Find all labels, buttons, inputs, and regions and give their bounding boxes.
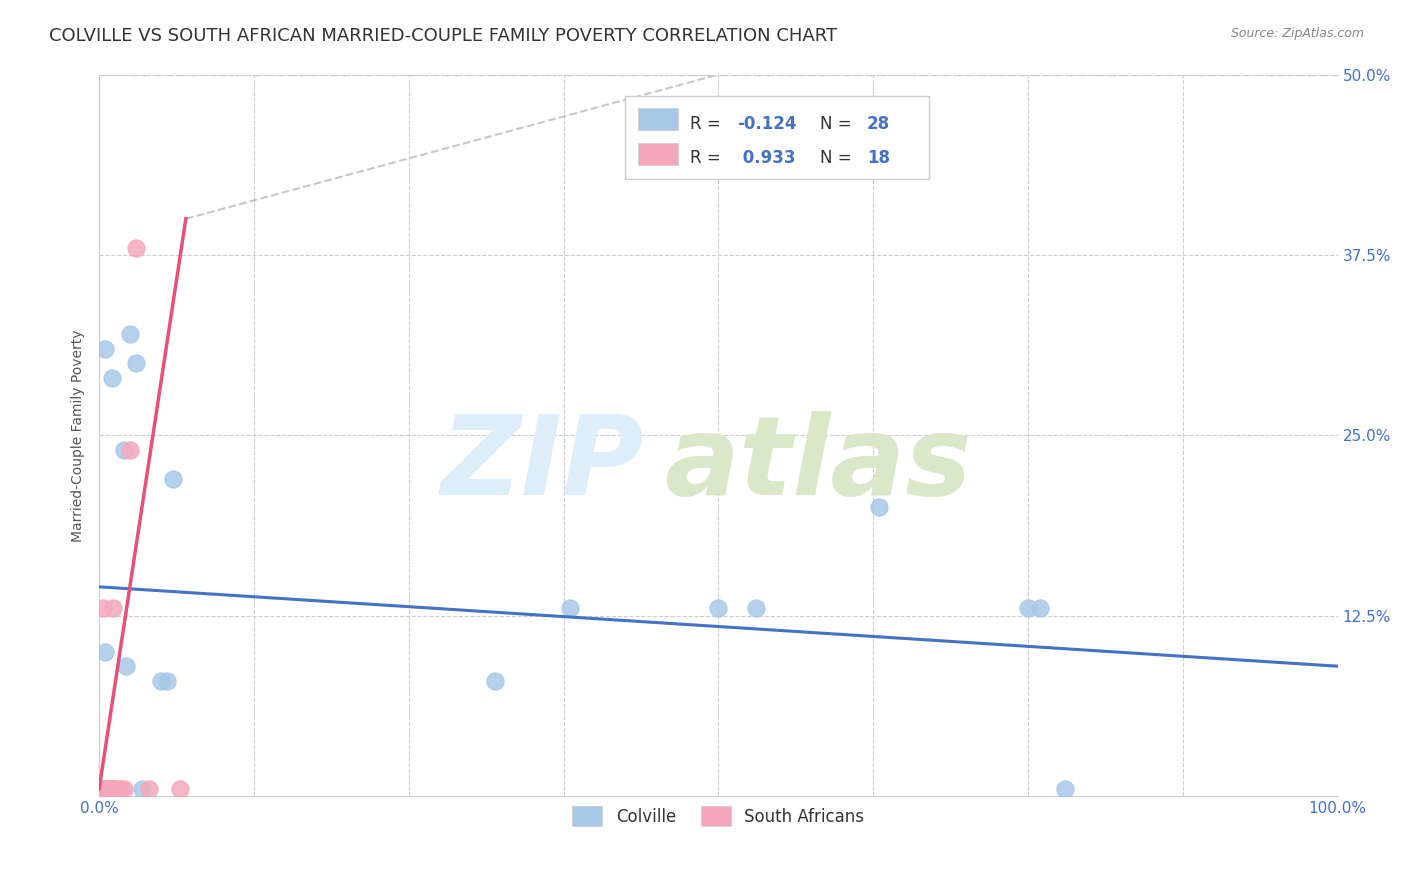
- Bar: [638, 143, 678, 165]
- Text: Source: ZipAtlas.com: Source: ZipAtlas.com: [1230, 27, 1364, 40]
- Point: [138, 781, 160, 796]
- Point: [1017, 601, 1039, 615]
- Point: [744, 601, 766, 615]
- Text: 0.933: 0.933: [737, 148, 796, 167]
- Point: [101, 781, 124, 796]
- Point: [93, 781, 115, 796]
- Point: [150, 673, 173, 688]
- Point: [868, 500, 890, 515]
- Point: [110, 781, 132, 796]
- Point: [101, 601, 124, 615]
- Point: [104, 781, 127, 796]
- Point: [94, 342, 117, 356]
- Text: 28: 28: [868, 114, 890, 133]
- Point: [103, 781, 125, 796]
- Point: [98, 781, 121, 796]
- Point: [105, 781, 128, 796]
- Point: [1054, 781, 1077, 796]
- Point: [125, 356, 148, 370]
- Point: [94, 781, 117, 796]
- Text: R =: R =: [690, 148, 725, 167]
- Bar: [638, 109, 678, 130]
- Point: [100, 370, 122, 384]
- Point: [98, 781, 121, 796]
- Point: [115, 659, 138, 673]
- Point: [100, 781, 122, 796]
- Text: 18: 18: [868, 148, 890, 167]
- Point: [96, 781, 118, 796]
- Point: [131, 781, 153, 796]
- Point: [97, 781, 120, 796]
- Point: [169, 781, 191, 796]
- Point: [98, 781, 121, 796]
- Text: -0.124: -0.124: [737, 114, 796, 133]
- FancyBboxPatch shape: [626, 96, 929, 179]
- Point: [707, 601, 730, 615]
- Text: R =: R =: [690, 114, 725, 133]
- Point: [112, 442, 135, 457]
- Point: [96, 781, 118, 796]
- Point: [120, 442, 142, 457]
- Text: N =: N =: [820, 114, 856, 133]
- Legend: Colville, South Africans: Colville, South Africans: [564, 797, 873, 835]
- Point: [120, 327, 142, 342]
- Point: [162, 472, 184, 486]
- Point: [1029, 601, 1052, 615]
- Point: [558, 601, 581, 615]
- Point: [97, 781, 120, 796]
- Point: [94, 645, 117, 659]
- Point: [98, 781, 121, 796]
- Point: [156, 673, 179, 688]
- Point: [91, 601, 114, 615]
- Point: [125, 241, 148, 255]
- Text: atlas: atlas: [664, 410, 972, 517]
- Point: [91, 781, 114, 796]
- Point: [100, 781, 122, 796]
- Text: COLVILLE VS SOUTH AFRICAN MARRIED-COUPLE FAMILY POVERTY CORRELATION CHART: COLVILLE VS SOUTH AFRICAN MARRIED-COUPLE…: [49, 27, 838, 45]
- Point: [112, 781, 135, 796]
- Point: [104, 781, 127, 796]
- Text: ZIP: ZIP: [440, 410, 644, 517]
- Text: N =: N =: [820, 148, 856, 167]
- Point: [484, 673, 506, 688]
- Point: [103, 781, 125, 796]
- Y-axis label: Married-Couple Family Poverty: Married-Couple Family Poverty: [72, 329, 86, 541]
